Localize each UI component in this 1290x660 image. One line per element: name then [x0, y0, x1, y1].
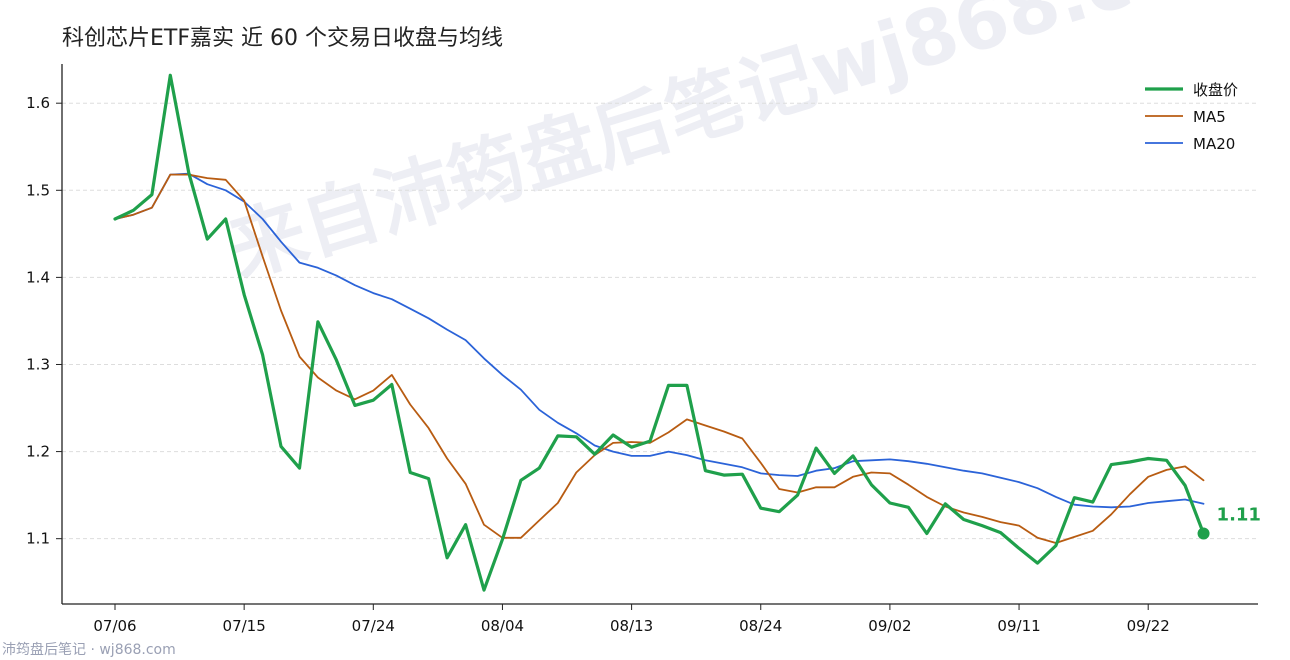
legend-label: MA20: [1193, 135, 1235, 153]
x-tick-label: 07/06: [93, 617, 136, 635]
y-tick-label: 1.5: [26, 181, 50, 199]
ma20-line: [114, 172, 1205, 509]
y-tick-label: 1.6: [26, 94, 50, 112]
x-tick-label: 08/13: [610, 617, 653, 635]
y-tick-label: 1.3: [26, 355, 50, 373]
y-tick-label: 1.4: [26, 268, 50, 286]
y-tick-label: 1.2: [26, 443, 50, 461]
legend: 收盘价 MA5 MA20: [1145, 81, 1238, 153]
axes: 1.1 1.2 1.3 1.4 1.5 1.6 07/06 07/15 07/24 08/04 08…: [26, 64, 1258, 635]
legend-label: 收盘价: [1193, 81, 1238, 99]
x-tick-label: 09/11: [997, 617, 1040, 635]
last-close-label: 1.11: [1217, 504, 1261, 525]
legend-label: MA5: [1193, 108, 1226, 126]
close-price-line: [113, 73, 1206, 592]
series-lines: 1.11: [113, 73, 1261, 592]
footer-source: 沛筠盘后笔记 · wj868.com: [2, 642, 176, 658]
x-tick-label: 07/15: [223, 617, 266, 635]
x-tick-label: 07/24: [352, 617, 395, 635]
x-tick-label: 09/02: [868, 617, 911, 635]
grid-lines: [62, 102, 1258, 540]
y-tick-label: 1.1: [26, 530, 50, 548]
chart-title: 科创芯片ETF嘉实 近 60 个交易日收盘与均线: [62, 26, 503, 51]
last-close-point: [1197, 527, 1210, 540]
x-tick-label: 09/22: [1127, 617, 1170, 635]
x-tick-label: 08/04: [481, 617, 524, 635]
ma5-line: [114, 173, 1205, 544]
x-tick-label: 08/24: [739, 617, 782, 635]
